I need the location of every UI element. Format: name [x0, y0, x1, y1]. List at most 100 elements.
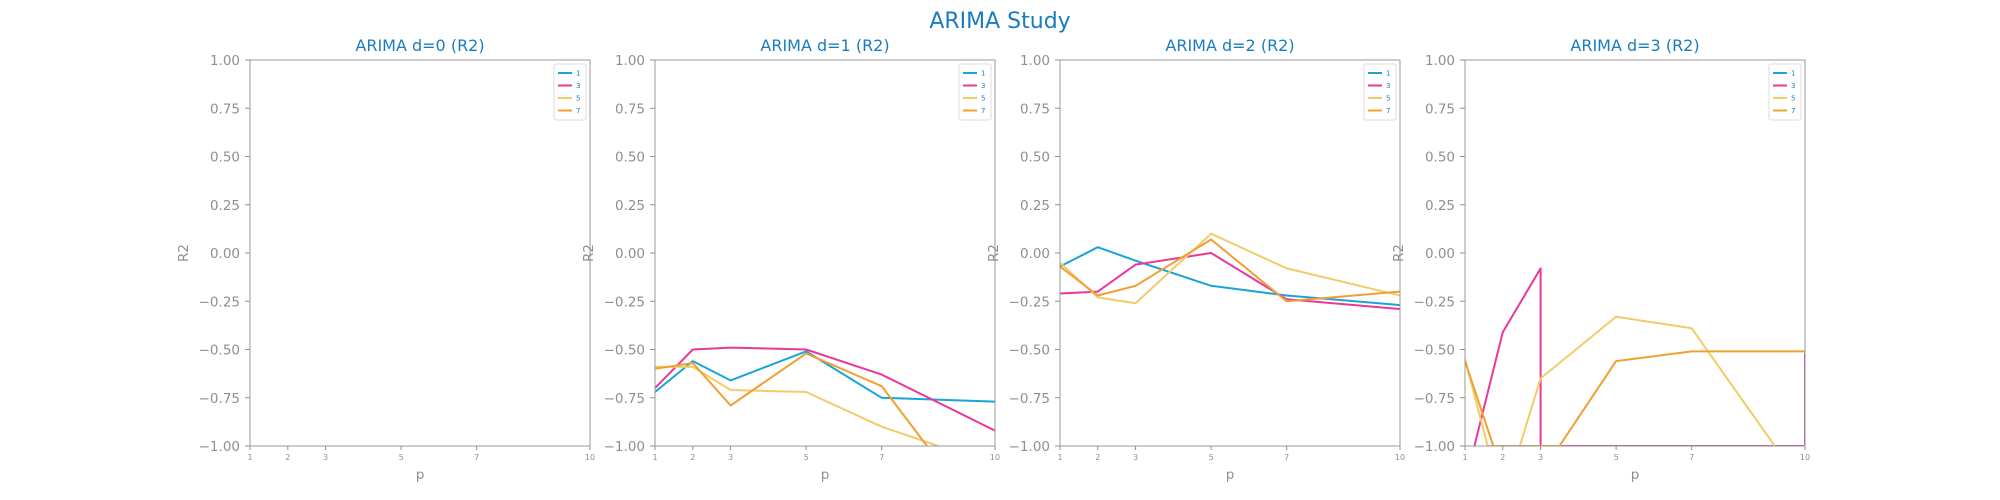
x-tick-label: 10: [585, 453, 595, 462]
x-tick-label: 5: [399, 453, 404, 462]
legend-label-7: 7: [576, 107, 580, 115]
legend-label-7: 7: [1386, 107, 1390, 115]
x-axis-label: p: [1631, 467, 1640, 483]
plot-frame: [1059, 59, 1401, 447]
series-line-5: [655, 365, 939, 446]
x-tick-label: 1: [247, 453, 252, 462]
series-line-7: [1465, 350, 1805, 446]
legend-label-5: 5: [1791, 95, 1795, 103]
y-tick-label: 0.25: [615, 198, 645, 214]
x-tick-label: 7: [1284, 453, 1289, 462]
y-tick-label: −1.00: [604, 439, 645, 455]
figure-title: ARIMA Study: [929, 9, 1070, 34]
legend-box: [1768, 63, 1802, 121]
series-line-7: [655, 352, 928, 446]
panel-title: ARIMA d=2 (R2): [1165, 36, 1294, 55]
x-tick-label: 1: [1462, 453, 1467, 462]
x-tick-label: 2: [690, 453, 695, 462]
y-tick-label: 0.00: [1020, 246, 1050, 262]
x-tick-label: 5: [804, 453, 809, 462]
x-tick-label: 7: [879, 453, 884, 462]
y-tick-label: 0.00: [210, 246, 240, 262]
panels: ARIMA d=0 (R2) 1.00 0.75 0.50 0.25 0.00 −0.25 −…: [176, 36, 1810, 483]
x-tick-label: 1: [1057, 453, 1062, 462]
y-tick-label: −1.00: [1414, 439, 1455, 455]
legend-label-1: 1: [576, 70, 580, 78]
series-line-5: [1465, 315, 1776, 446]
panel-2: ARIMA d=2 (R2) 1.00 0.75 0.50 0.25 0.00 −0.25 −…: [986, 36, 1405, 483]
legend-label-1: 1: [1791, 70, 1795, 78]
x-tick-label: 5: [1614, 453, 1619, 462]
plot-frame: [654, 59, 996, 447]
y-tick-label: −0.50: [1414, 343, 1455, 359]
y-tick-label: 0.50: [615, 150, 645, 166]
x-axis-label: p: [1226, 467, 1235, 483]
x-tick-label: 7: [474, 453, 479, 462]
panel-1: ARIMA d=1 (R2) 1.00 0.75 0.50 0.25 0.00 −0.25 −…: [581, 36, 1000, 483]
y-tick-label: 0.50: [210, 150, 240, 166]
x-tick-label: 2: [1500, 453, 1505, 462]
y-tick-label: −0.75: [199, 391, 240, 407]
y-tick-label: 0.50: [1020, 150, 1050, 166]
y-tick-label: −0.50: [604, 343, 645, 359]
legend-label-7: 7: [981, 107, 985, 115]
y-tick-label: 0.50: [1425, 150, 1455, 166]
y-tick-label: −0.75: [1414, 391, 1455, 407]
y-tick-label: 0.25: [1020, 198, 1050, 214]
x-tick-label: 5: [1209, 453, 1214, 462]
y-axis-label: R2: [176, 244, 192, 262]
y-tick-label: 0.75: [615, 101, 645, 117]
x-tick-label: 1: [652, 453, 657, 462]
y-tick-label: 0.00: [615, 246, 645, 262]
y-tick-label: −0.50: [199, 343, 240, 359]
panel-0: ARIMA d=0 (R2) 1.00 0.75 0.50 0.25 0.00 −0.25 −…: [176, 36, 595, 483]
x-tick-label: 3: [323, 453, 328, 462]
panel-title: ARIMA d=3 (R2): [1570, 36, 1699, 55]
x-tick-label: 3: [728, 453, 733, 462]
y-axis-label: R2: [581, 244, 597, 262]
y-tick-label: 1.00: [1425, 53, 1455, 69]
series-line-3: [1473, 267, 1805, 446]
y-axis-label: R2: [986, 244, 1002, 262]
legend: 1 3 5 7: [1363, 63, 1397, 121]
legend-box: [1363, 63, 1397, 121]
y-tick-label: 0.00: [1425, 246, 1455, 262]
legend-label-3: 3: [1386, 82, 1390, 90]
legend: 1 3 5 7: [553, 63, 587, 121]
y-tick-label: −0.25: [1009, 294, 1050, 310]
legend-label-1: 1: [981, 70, 985, 78]
panel-title: ARIMA d=1 (R2): [760, 36, 889, 55]
x-tick-label: 3: [1133, 453, 1138, 462]
series-line-3: [655, 346, 995, 432]
panel-title: ARIMA d=0 (R2): [355, 36, 484, 55]
legend-label-5: 5: [576, 95, 580, 103]
y-tick-label: 0.75: [1020, 101, 1050, 117]
y-tick-label: −0.50: [1009, 343, 1050, 359]
y-tick-label: 1.00: [210, 53, 240, 69]
x-tick-label: 7: [1689, 453, 1694, 462]
y-axis-label: R2: [1391, 244, 1407, 262]
legend-label-3: 3: [576, 82, 580, 90]
y-tick-label: 0.25: [210, 198, 240, 214]
x-tick-label: 2: [285, 453, 290, 462]
y-tick-label: −0.75: [604, 391, 645, 407]
y-tick-label: −0.25: [199, 294, 240, 310]
legend-box: [958, 63, 992, 121]
y-tick-label: 0.75: [210, 101, 240, 117]
legend-label-7: 7: [1791, 107, 1795, 115]
x-tick-label: 3: [1538, 453, 1543, 462]
legend-label-5: 5: [1386, 95, 1390, 103]
x-tick-label: 2: [1095, 453, 1100, 462]
y-tick-label: −0.25: [604, 294, 645, 310]
y-tick-label: 1.00: [1020, 53, 1050, 69]
legend-label-5: 5: [981, 95, 985, 103]
y-tick-label: −1.00: [1009, 439, 1050, 455]
legend-box: [553, 63, 587, 121]
plot-frame: [249, 59, 591, 447]
y-tick-label: 0.25: [1425, 198, 1455, 214]
panel-3: ARIMA d=3 (R2) 1.00 0.75 0.50 0.25 0.00 −0.25 −…: [1391, 36, 1810, 483]
series-line-7: [1060, 238, 1400, 303]
legend-label-3: 3: [1791, 82, 1795, 90]
series-line-1: [1060, 246, 1400, 307]
